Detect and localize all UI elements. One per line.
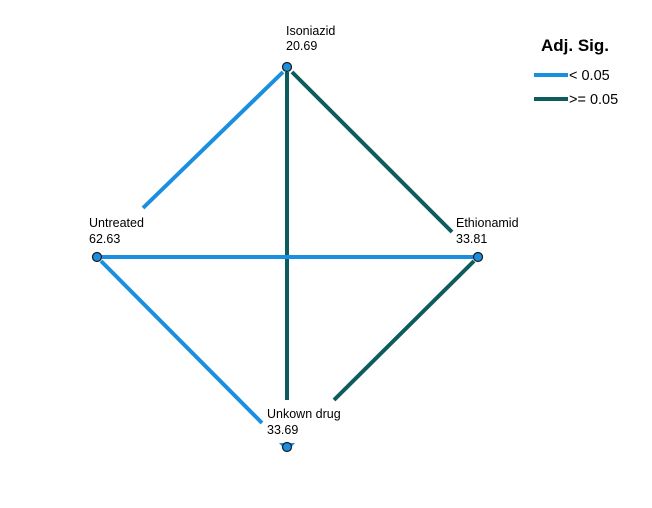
node-value-ethionamid: 33.81 [456, 232, 487, 246]
node-dot-ethionamid [472, 251, 484, 263]
legend-title: Adj. Sig. [541, 36, 609, 55]
legend-label-not-significant: >= 0.05 [569, 92, 618, 108]
node-name-ethionamid: Ethionamid [456, 216, 519, 230]
node-name-untreated: Untreated [89, 216, 144, 230]
legend: Adj. Sig. < 0.05 >= 0.05 [534, 36, 618, 108]
node-value-isoniazid: 20.69 [286, 39, 317, 53]
node-unknown: Unkown drug 33.69 [267, 407, 341, 453]
node-untreated: Untreated 62.63 [89, 216, 144, 263]
node-dot-untreated [91, 251, 103, 263]
node-name-isoniazid: Isoniazid [286, 24, 335, 38]
node-dot-unknown [281, 441, 293, 453]
edges-layer [99, 70, 476, 452]
node-name-unknown: Unkown drug [267, 407, 341, 421]
node-value-untreated: 62.63 [89, 232, 120, 246]
edge-isoniazid-ethionamid [290, 70, 454, 234]
node-value-unknown: 33.69 [267, 423, 298, 437]
edge-ethionamid-unknown [332, 259, 476, 402]
legend-label-significant: < 0.05 [569, 68, 610, 84]
node-dot-isoniazid [281, 61, 293, 73]
edge-untreated-unknown [99, 259, 264, 425]
node-ethionamid: Ethionamid 33.81 [456, 216, 519, 263]
edge-isoniazid-untreated [141, 70, 285, 210]
